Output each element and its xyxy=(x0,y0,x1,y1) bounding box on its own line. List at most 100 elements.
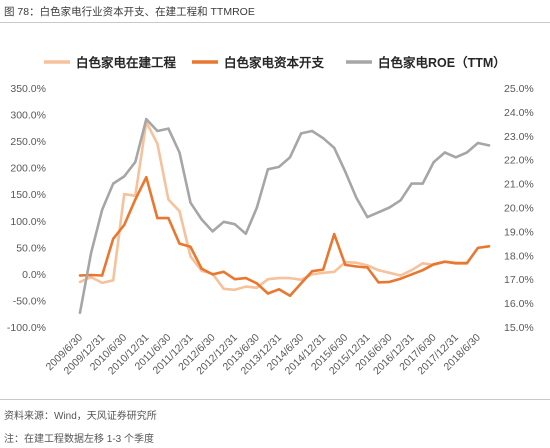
data-point xyxy=(123,193,126,196)
data-point xyxy=(299,278,303,281)
title-divider xyxy=(0,22,550,23)
data-point xyxy=(277,288,281,291)
y-left-tick-label: 250.0% xyxy=(10,136,46,148)
data-point xyxy=(410,182,413,185)
y-right-tick-label: 24.0% xyxy=(504,107,534,119)
y-left-tick-label: -50.0% xyxy=(13,295,46,307)
data-point xyxy=(233,278,236,281)
data-point xyxy=(333,146,336,149)
data-point xyxy=(443,151,446,154)
y-right-tick-label: 23.0% xyxy=(504,131,534,143)
data-point xyxy=(145,117,148,121)
series-line-1 xyxy=(78,120,469,292)
data-point xyxy=(487,245,491,248)
data-point xyxy=(344,263,347,267)
data-point xyxy=(421,262,424,265)
data-point xyxy=(277,276,281,280)
data-point xyxy=(288,294,292,297)
data-point xyxy=(322,271,325,274)
data-point xyxy=(266,292,270,295)
data-point xyxy=(255,282,259,285)
y-right-tick-label: 25.0% xyxy=(504,83,534,95)
data-point xyxy=(399,199,402,202)
data-point xyxy=(476,141,480,145)
data-point xyxy=(200,218,203,221)
data-point xyxy=(134,160,137,164)
data-point xyxy=(344,170,347,173)
data-point xyxy=(322,137,325,140)
data-point xyxy=(112,237,115,240)
y-right-tick-label: 21.0% xyxy=(504,179,534,191)
data-point xyxy=(89,273,93,277)
data-point xyxy=(244,276,247,280)
data-point xyxy=(432,160,435,164)
data-point xyxy=(288,156,292,159)
data-point xyxy=(233,288,236,291)
data-point xyxy=(355,196,358,200)
legend-label: 白色家电在建工程 xyxy=(76,55,177,70)
data-point xyxy=(156,216,159,220)
y-right-tick-label: 20.0% xyxy=(504,203,534,215)
data-point xyxy=(233,223,236,226)
data-point xyxy=(244,232,247,235)
y-left-tick-label: 200.0% xyxy=(10,163,46,175)
data-point xyxy=(377,211,380,214)
data-note: 注：在建工程数据左移 1-3 个季度 xyxy=(4,434,155,445)
data-point xyxy=(89,251,93,255)
data-point xyxy=(178,151,181,154)
data-point xyxy=(89,275,93,279)
data-point xyxy=(78,280,82,284)
legend-label: 白色家电资本开支 xyxy=(224,55,325,70)
y-right-tick-label: 22.0% xyxy=(504,155,534,167)
data-point xyxy=(222,287,225,290)
data-point xyxy=(255,286,259,289)
data-point xyxy=(299,282,303,285)
data-point xyxy=(454,262,457,265)
data-point xyxy=(432,263,435,266)
data-point xyxy=(211,273,214,276)
data-point xyxy=(355,265,358,268)
data-point xyxy=(100,274,104,277)
data-point xyxy=(399,274,402,277)
data-point xyxy=(299,132,303,135)
data-point xyxy=(78,274,82,277)
data-point xyxy=(112,279,115,282)
data-point xyxy=(78,311,82,314)
data-point xyxy=(156,142,159,145)
data-point xyxy=(310,270,314,273)
data-point xyxy=(421,269,424,272)
data-point xyxy=(112,182,115,185)
data-point xyxy=(100,281,104,285)
data-point xyxy=(178,242,181,245)
data-point xyxy=(465,151,469,154)
y-left-tick-label: 100.0% xyxy=(10,216,46,228)
data-point xyxy=(189,245,192,248)
data-point xyxy=(167,198,170,201)
y-left-tick-label: 0.0% xyxy=(22,269,46,281)
data-point xyxy=(266,168,270,171)
data-point xyxy=(443,260,446,263)
data-point xyxy=(123,175,126,178)
y-left-tick-label: 50.0% xyxy=(16,242,46,254)
data-point xyxy=(366,266,369,269)
y-left-tick-label: 350.0% xyxy=(10,83,46,95)
data-point xyxy=(134,198,137,201)
data-point xyxy=(399,277,402,280)
data-point xyxy=(255,206,259,209)
data-point xyxy=(333,232,336,236)
data-point xyxy=(244,285,247,288)
data-point xyxy=(388,280,391,284)
data-point xyxy=(476,246,480,250)
data-point xyxy=(222,220,225,223)
data-point xyxy=(487,144,491,147)
data-point xyxy=(123,223,126,227)
legend-label: 白色家电ROE（TTM） xyxy=(378,55,506,70)
data-point xyxy=(145,176,148,179)
y-left-tick-label: -100.0% xyxy=(7,322,46,334)
data-point xyxy=(377,281,380,284)
y-right-tick-label: 19.0% xyxy=(504,226,534,238)
footer-divider xyxy=(0,399,550,400)
data-point xyxy=(410,273,413,276)
data-point xyxy=(333,270,336,273)
data-point xyxy=(421,182,424,185)
